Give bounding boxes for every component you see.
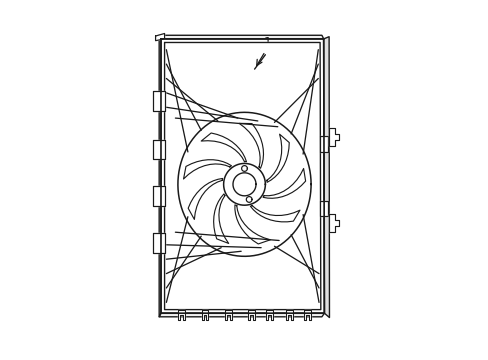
Polygon shape: [248, 310, 254, 320]
Text: 1: 1: [264, 36, 271, 49]
Polygon shape: [159, 313, 324, 317]
Polygon shape: [239, 123, 263, 168]
Polygon shape: [320, 201, 327, 216]
Polygon shape: [153, 91, 164, 111]
Polygon shape: [232, 173, 256, 196]
Polygon shape: [234, 205, 270, 244]
Polygon shape: [285, 310, 292, 320]
Polygon shape: [320, 136, 327, 152]
Polygon shape: [201, 310, 208, 320]
Polygon shape: [153, 140, 164, 159]
Polygon shape: [266, 310, 272, 320]
Polygon shape: [183, 160, 231, 179]
Polygon shape: [155, 33, 164, 41]
Polygon shape: [224, 310, 231, 320]
Polygon shape: [241, 166, 247, 171]
Polygon shape: [161, 39, 324, 313]
Polygon shape: [246, 197, 251, 202]
Polygon shape: [159, 35, 323, 39]
Polygon shape: [188, 179, 222, 220]
Polygon shape: [213, 194, 228, 243]
Polygon shape: [159, 35, 161, 317]
Polygon shape: [164, 42, 320, 310]
Polygon shape: [153, 233, 164, 253]
Polygon shape: [304, 310, 310, 320]
Polygon shape: [178, 310, 184, 320]
Polygon shape: [328, 214, 338, 232]
Polygon shape: [328, 128, 338, 146]
Polygon shape: [263, 168, 305, 198]
Polygon shape: [223, 163, 265, 205]
Polygon shape: [201, 133, 246, 162]
Polygon shape: [178, 112, 310, 256]
Polygon shape: [250, 206, 299, 222]
Polygon shape: [153, 186, 164, 206]
Polygon shape: [323, 37, 329, 318]
Polygon shape: [266, 134, 289, 183]
